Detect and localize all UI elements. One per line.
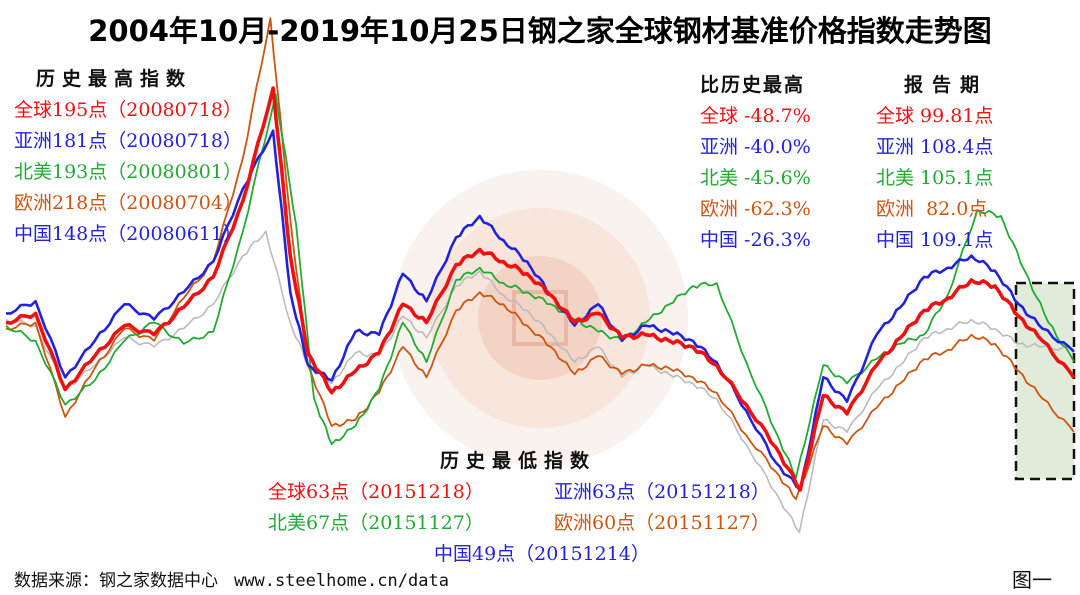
vs-high-panel: 比历史最高 全球 -48.7% 亚洲 -40.0% 北美 -45.6% 欧洲 -… (700, 70, 811, 256)
series-line-全球 (5, 86, 1076, 492)
report-panel-item: 欧洲 82.0点 (876, 198, 988, 220)
vs-high-panel-item: 亚洲 -40.0% (700, 136, 811, 158)
high-panel-item: 全球195点（20080718） (14, 99, 242, 121)
series-line-北美 (5, 93, 1075, 479)
low-panel-item: 中国49点（20151214） (434, 543, 650, 565)
low-panel-item: 北美67点（20151127） (268, 512, 484, 534)
report-panel-heading: 报告期 (904, 74, 989, 96)
low-panel: 历史最低指数 全球63点（20151218） 亚洲63点（20151218） 北… (268, 446, 828, 570)
vs-high-panel-heading: 比历史最高 (700, 74, 806, 96)
vs-high-panel-item: 中国 -26.3% (700, 229, 811, 251)
low-panel-item: 全球63点（20151218） (268, 481, 484, 503)
report-panel-item: 全球 99.81点 (876, 105, 994, 127)
report-panel-item: 北美 105.1点 (876, 167, 994, 189)
low-panel-item: 欧洲60点（20151127） (554, 512, 770, 534)
vs-high-panel-item: 欧洲 -62.3% (700, 198, 811, 220)
high-panel-heading: 历史最高指数 (36, 68, 193, 90)
chart-title: 2004年10月-2019年10月25日钢之家全球钢材基准价格指数走势图 (88, 14, 992, 48)
high-panel-item: 中国148点（20080611） (14, 223, 242, 245)
report-panel: 报告期 全球 99.81点 亚洲 108.4点 北美 105.1点 欧洲 82.… (876, 70, 993, 256)
vs-high-panel-item: 北美 -45.6% (700, 167, 811, 189)
high-panel-item: 欧洲218点（20080704） (14, 192, 242, 214)
low-panel-item: 亚洲63点（20151218） (554, 481, 770, 503)
source-note: 数据来源：钢之家数据中心 www.steelhome.cn/data (14, 566, 449, 591)
high-panel-item: 北美193点（20080801） (14, 161, 242, 183)
figure-label: 图一 (1012, 568, 1052, 592)
source-text: 数据来源：钢之家数据中心 (14, 571, 218, 591)
low-panel-heading: 历史最低指数 (440, 450, 597, 472)
report-panel-item: 亚洲 108.4点 (876, 136, 994, 158)
series-layer (5, 17, 1076, 534)
source-url: www.steelhome.cn/data (234, 571, 449, 591)
watermark-logo (392, 170, 688, 466)
vs-high-panel-item: 全球 -48.7% (700, 105, 811, 127)
series-line-中国 (5, 230, 1075, 534)
high-panel: 历史最高指数 全球195点（20080718） 亚洲181点（20080718）… (14, 64, 242, 250)
report-panel-item: 中国 109.1点 (876, 229, 994, 251)
high-panel-item: 亚洲181点（20080718） (14, 130, 242, 152)
